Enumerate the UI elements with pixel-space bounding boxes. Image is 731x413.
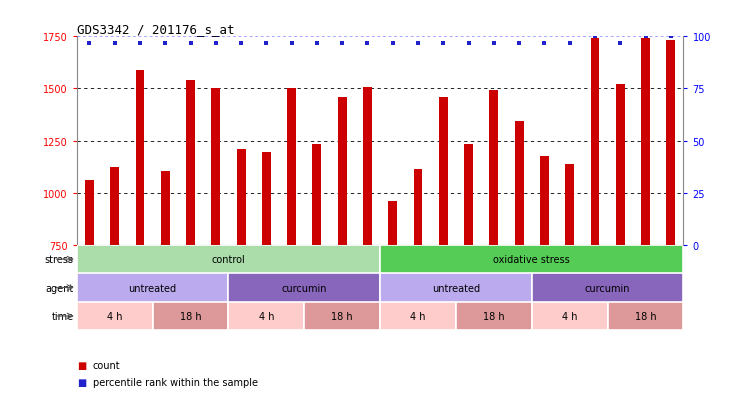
Text: curcumin: curcumin: [585, 283, 630, 293]
Bar: [77, 302, 153, 330]
Text: 4 h: 4 h: [259, 311, 274, 321]
Bar: [287, 89, 296, 245]
Text: stress: stress: [45, 254, 74, 264]
Point: [564, 40, 575, 47]
Text: 4 h: 4 h: [410, 311, 425, 321]
Point: [665, 34, 677, 40]
Point: [235, 40, 247, 47]
Bar: [237, 150, 246, 245]
Bar: [439, 97, 448, 245]
Point: [362, 40, 374, 47]
Bar: [304, 302, 380, 330]
Point: [311, 40, 323, 47]
Point: [513, 40, 525, 47]
Text: untreated: untreated: [432, 283, 480, 293]
Bar: [607, 302, 683, 330]
Bar: [667, 41, 675, 245]
Point: [412, 40, 424, 47]
Text: 4 h: 4 h: [107, 311, 122, 321]
Bar: [380, 274, 532, 302]
Bar: [262, 153, 270, 245]
Text: 18 h: 18 h: [635, 311, 656, 321]
Bar: [456, 302, 532, 330]
Point: [615, 40, 626, 47]
Bar: [380, 302, 456, 330]
Text: untreated: untreated: [129, 283, 177, 293]
Bar: [414, 169, 423, 245]
Text: 18 h: 18 h: [180, 311, 201, 321]
Bar: [464, 144, 473, 245]
Bar: [77, 245, 380, 274]
Text: GDS3342 / 201176_s_at: GDS3342 / 201176_s_at: [77, 23, 234, 36]
Bar: [490, 91, 499, 245]
Point: [539, 40, 550, 47]
Text: 18 h: 18 h: [483, 311, 504, 321]
Point: [488, 40, 500, 47]
Bar: [565, 164, 574, 245]
Point: [640, 34, 651, 40]
Text: count: count: [93, 361, 121, 370]
Bar: [388, 202, 397, 245]
Text: percentile rank within the sample: percentile rank within the sample: [93, 377, 258, 387]
Point: [185, 40, 197, 47]
Text: control: control: [211, 254, 246, 264]
Text: ■: ■: [77, 361, 86, 370]
Bar: [641, 39, 650, 245]
Point: [286, 40, 298, 47]
Bar: [532, 274, 683, 302]
Point: [210, 40, 221, 47]
Bar: [591, 39, 599, 245]
Text: time: time: [52, 311, 74, 321]
Bar: [363, 88, 372, 245]
Bar: [540, 157, 549, 245]
Point: [134, 40, 145, 47]
Text: agent: agent: [45, 283, 74, 293]
Bar: [312, 144, 322, 245]
Bar: [77, 274, 228, 302]
Bar: [616, 85, 625, 245]
Text: 18 h: 18 h: [331, 311, 353, 321]
Bar: [153, 302, 228, 330]
Text: ■: ■: [77, 377, 86, 387]
Bar: [110, 167, 119, 245]
Bar: [338, 97, 346, 245]
Bar: [228, 274, 380, 302]
Bar: [161, 171, 170, 245]
Bar: [228, 302, 304, 330]
Bar: [135, 71, 145, 245]
Point: [437, 40, 449, 47]
Bar: [532, 302, 607, 330]
Point: [109, 40, 121, 47]
Point: [159, 40, 171, 47]
Text: 4 h: 4 h: [562, 311, 577, 321]
Bar: [186, 81, 195, 245]
Point: [463, 40, 474, 47]
Bar: [211, 89, 220, 245]
Bar: [85, 181, 94, 245]
Point: [336, 40, 348, 47]
Text: curcumin: curcumin: [281, 283, 327, 293]
Bar: [515, 121, 523, 245]
Point: [83, 40, 95, 47]
Point: [260, 40, 272, 47]
Point: [387, 40, 398, 47]
Text: oxidative stress: oxidative stress: [493, 254, 570, 264]
Point: [589, 34, 601, 40]
Bar: [380, 245, 683, 274]
